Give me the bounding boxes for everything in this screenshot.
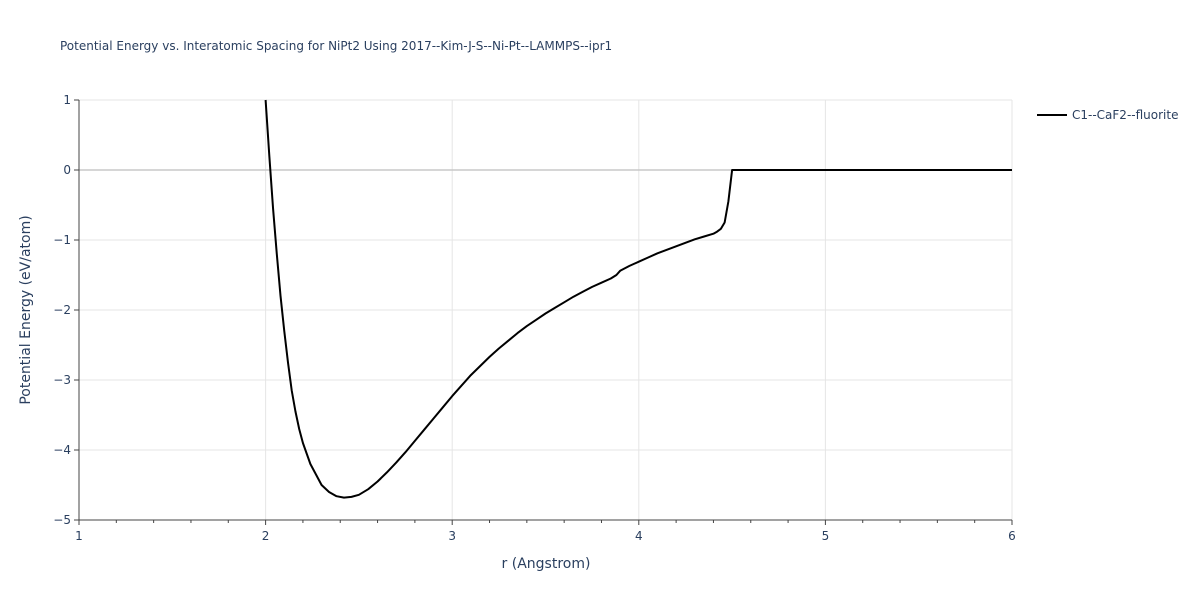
y-ticks: 1 0 −1 −2 −3 −4 −5	[53, 93, 71, 527]
y-tick-label: −2	[53, 303, 71, 317]
chart-title: Potential Energy vs. Interatomic Spacing…	[60, 39, 612, 53]
x-tick-label: 3	[448, 529, 456, 543]
legend-label: C1--CaF2--fluorite	[1072, 108, 1178, 122]
y-tick-label: −3	[53, 373, 71, 387]
axes	[74, 99, 1013, 525]
y-tick-label: −1	[53, 233, 71, 247]
y-tick-label: 0	[63, 163, 71, 177]
x-tick-label: 4	[635, 529, 643, 543]
y-axis-label: Potential Energy (eV/atom)	[18, 215, 34, 404]
x-tick-label: 5	[822, 529, 830, 543]
series-line	[264, 99, 1012, 499]
x-tick-label: 1	[75, 529, 83, 543]
x-tick-label: 2	[262, 529, 270, 543]
x-axis-label: r (Angstrom)	[502, 556, 591, 572]
y-tick-label: −5	[53, 513, 71, 527]
legend: C1--CaF2--fluorite	[1037, 108, 1178, 122]
y-tick-label: 1	[63, 93, 71, 107]
x-ticks: 1 2 3 4 5 6	[75, 529, 1016, 543]
grid	[79, 99, 1013, 520]
plot-area	[264, 99, 1012, 499]
y-tick-label: −4	[53, 443, 71, 457]
x-tick-label: 6	[1008, 529, 1016, 543]
